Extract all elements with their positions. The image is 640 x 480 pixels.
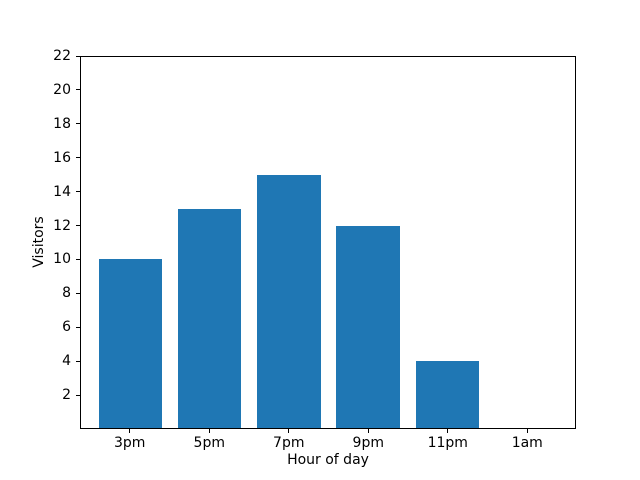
bar-slot-5pm [170, 57, 249, 428]
y-tick-mark-16 [76, 157, 80, 159]
bar-slot-7pm [249, 57, 328, 428]
y-tick-label-2: 2 [62, 387, 71, 404]
x-tick-mark-1am [526, 429, 528, 433]
y-tick-label-14: 14 [53, 183, 71, 200]
x-tick-label-11pm: 11pm [427, 435, 468, 451]
y-tick-mark-10 [76, 258, 80, 260]
y-tick-mark-6 [76, 326, 80, 328]
y-tick-mark-22 [76, 55, 80, 57]
x-tick-mark-7pm [288, 429, 290, 433]
y-tick-label-6: 6 [62, 319, 71, 336]
y-tick-label-12: 12 [53, 217, 71, 234]
y-tick-mark-14 [76, 191, 80, 193]
x-tick-mark-11pm [447, 429, 449, 433]
y-axis-ticks: 2 4 6 8 10 12 14 16 18 20 22 [0, 49, 80, 429]
bar-11pm [415, 360, 479, 428]
bar-3pm [98, 259, 163, 428]
y-tick-label-4: 4 [62, 353, 71, 370]
bar-slot-1am [487, 57, 566, 428]
bar-slot-3pm [91, 57, 170, 428]
bar-slot-9pm [329, 57, 408, 428]
bar-9pm [336, 225, 400, 428]
x-tick-label-3pm: 3pm [114, 435, 146, 451]
y-tick-mark-12 [76, 225, 80, 227]
x-tick-mark-5pm [208, 429, 210, 433]
y-tick-label-22: 22 [53, 48, 71, 64]
y-tick-label-8: 8 [62, 285, 71, 302]
bar-7pm [257, 175, 321, 428]
y-tick-label-20: 20 [53, 81, 71, 98]
plot-area [80, 56, 576, 429]
bars-container [91, 57, 566, 428]
y-tick-mark-8 [76, 292, 80, 294]
x-tick-mark-3pm [129, 429, 131, 433]
x-tick-mark-9pm [367, 429, 369, 433]
x-tick-label-1am: 1am [511, 435, 543, 451]
bar-5pm [178, 208, 242, 428]
x-axis-ticks: 3pm 5pm 7pm 9pm 11pm 1am [90, 429, 567, 459]
y-tick-mark-4 [76, 360, 80, 362]
y-tick-label-10: 10 [53, 251, 71, 268]
x-tick-label-5pm: 5pm [193, 435, 225, 451]
y-tick-mark-20 [76, 89, 80, 91]
x-tick-label-7pm: 7pm [273, 435, 305, 451]
y-tick-mark-18 [76, 123, 80, 125]
x-tick-label-9pm: 9pm [352, 435, 384, 451]
x-axis-label: Hour of day [287, 452, 369, 468]
y-tick-label-16: 16 [53, 149, 71, 166]
bar-slot-11pm [408, 57, 487, 428]
y-tick-mark-2 [76, 394, 80, 396]
y-tick-label-18: 18 [53, 115, 71, 132]
